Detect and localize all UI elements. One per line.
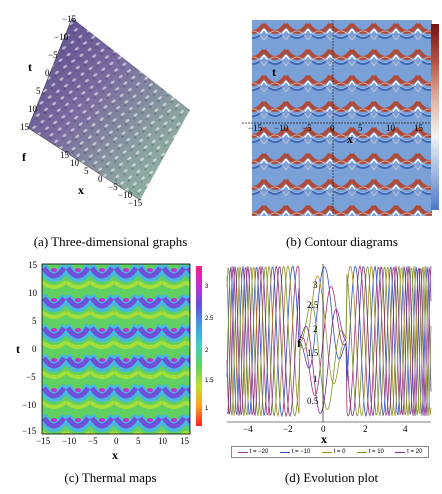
t-tick: 10 [28, 104, 37, 114]
t-tick: 15 [20, 122, 29, 132]
axis-label-t: t [28, 60, 32, 74]
y-tick: 2.5 [307, 300, 319, 310]
caption-a: (a) Three-dimensional graphs [33, 234, 188, 249]
colorbar-tick: 3 [205, 284, 209, 290]
x-tick: 15 [60, 150, 69, 160]
legend-item: t = −10 [279, 449, 311, 455]
axis-label-t: t [272, 65, 276, 79]
x-tick: 0 [114, 436, 119, 446]
legend-label: t = 0 [333, 449, 346, 455]
axis-label-x: x [321, 432, 327, 446]
y-tick: 2 [313, 324, 318, 334]
x-tick: 2 [363, 424, 368, 434]
x-tick: −10 [274, 123, 289, 133]
t-tick: −10 [54, 32, 69, 42]
y-tick: 1 [313, 374, 318, 384]
caption-b: (b) Contour diagrams [286, 234, 398, 249]
x-tick: 15 [180, 436, 189, 446]
t-tick: −5 [48, 50, 58, 60]
axis-label-f: f [297, 336, 301, 350]
legend-item: t = 10 [356, 449, 384, 455]
x-tick: −4 [243, 424, 253, 434]
legend-label: t = 20 [407, 449, 423, 455]
panel-contour: t x −15 −10 −5 0 5 10 15 [242, 20, 442, 220]
legend-item: t = 20 [395, 449, 422, 455]
thermal-colorbar [196, 266, 202, 426]
legend-label: t = 10 [368, 449, 384, 455]
axis-label-x: x [347, 132, 353, 146]
y-tick: −10 [22, 400, 37, 410]
y-tick: −15 [22, 426, 37, 436]
x-tick: 4 [403, 424, 408, 434]
evolution-curve [226, 265, 432, 418]
y-tick: 0.5 [307, 396, 319, 406]
x-tick: 15 [414, 123, 423, 133]
x-tick: −2 [283, 424, 293, 434]
legend-label: t = −20 [249, 449, 269, 455]
y-tick: 0 [32, 344, 37, 354]
contour-plot [242, 20, 432, 216]
axis-label-x: x [112, 448, 118, 462]
evolution-curve [226, 264, 432, 418]
x-tick: −10 [62, 436, 77, 446]
x-tick: 0 [321, 424, 326, 434]
legend-item: t = −20 [237, 449, 269, 455]
surface-3d-plot [27, 17, 190, 201]
legend-label: t = −10 [291, 449, 311, 455]
y-tick: 1.5 [307, 348, 319, 358]
y-tick: 5 [32, 316, 37, 326]
x-tick: −5 [302, 123, 312, 133]
axis-label-t: t [16, 342, 20, 356]
t-tick: 0 [45, 68, 50, 78]
y-tick: 15 [28, 260, 37, 270]
panel-3d: t f x −15 −10 −5 0 5 10 15 15 10 5 0 −5 … [0, 0, 221, 240]
axis-label-x: x [78, 183, 84, 197]
x-tick: −10 [118, 190, 133, 200]
colorbar-tick: 1.5 [205, 378, 214, 384]
x-tick: 5 [136, 436, 141, 446]
x-tick: 5 [84, 166, 89, 176]
x-tick: −15 [36, 436, 51, 446]
x-tick: 10 [386, 123, 395, 133]
legend: t = −20 t = −10 t = 0 t = 10 t = 20 [231, 446, 429, 458]
evolution-curve [226, 265, 432, 417]
colorbar-tick: 2.5 [205, 316, 214, 322]
t-tick: −15 [62, 14, 77, 24]
thermal-map [41, 263, 191, 435]
y-tick: −5 [26, 372, 36, 382]
axis-label-f: f [22, 150, 26, 164]
x-tick: −5 [88, 436, 98, 446]
t-tick: 5 [36, 86, 41, 96]
x-tick: −5 [108, 182, 118, 192]
caption-c: (c) Thermal maps [64, 470, 157, 485]
x-tick: 10 [158, 436, 167, 446]
x-tick: 0 [98, 174, 103, 184]
x-tick: −15 [248, 123, 263, 133]
y-tick: 3 [313, 280, 318, 290]
legend-item: t = 0 [321, 449, 346, 455]
x-tick: 0 [330, 123, 335, 133]
panel-thermal: t x 15 10 5 0 −5 −10 −15 −15 −10 −5 0 5 … [0, 256, 221, 462]
panel-evolution: f x 3 2.5 2 1.5 1 0.5 −4 −2 0 2 4 t = −2… [221, 256, 442, 466]
caption-d: (d) Evolution plot [284, 470, 379, 485]
x-tick: −15 [128, 198, 143, 208]
colorbar-tick: 1 [205, 406, 209, 412]
x-tick: 10 [70, 158, 79, 168]
x-tick: 5 [358, 123, 363, 133]
evolution-plot [226, 264, 432, 423]
colorbar-tick: 2 [205, 348, 209, 354]
y-tick: 10 [28, 288, 37, 298]
contour-colorbar [431, 24, 439, 210]
